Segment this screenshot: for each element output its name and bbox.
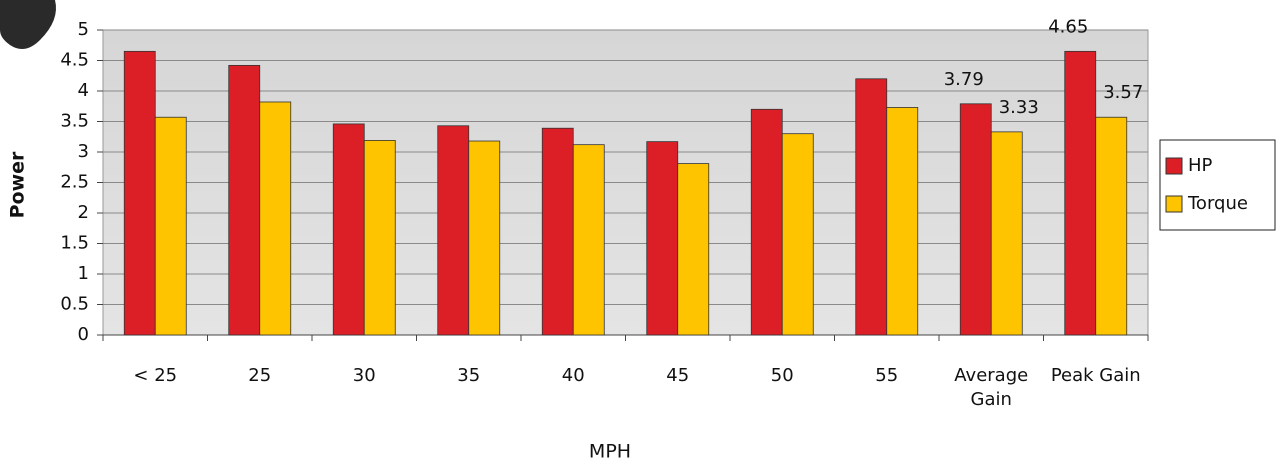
legend-label: HP (1188, 155, 1213, 176)
bar (1064, 50, 1097, 336)
x-tick-label: 30 (352, 365, 376, 386)
bar (259, 101, 292, 336)
bar (468, 140, 501, 336)
y-tick-label: 1.5 (60, 233, 89, 254)
y-tick-label: 3 (78, 141, 89, 162)
y-tick-label: 2.5 (60, 172, 89, 193)
y-tick-label: 5 (78, 19, 89, 40)
x-tick-label: 25 (248, 365, 272, 386)
bar (572, 144, 605, 336)
y-tick-label: 3.5 (60, 111, 89, 132)
x-axis-title: MPH (589, 441, 631, 460)
x-tick-label: 40 (561, 365, 585, 386)
bar (332, 123, 365, 336)
bar (228, 64, 261, 336)
bar (1095, 116, 1128, 336)
x-tick-label: 35 (457, 365, 481, 386)
x-tick-label: 50 (770, 365, 794, 386)
legend-swatch (1165, 195, 1183, 213)
bar (123, 50, 156, 336)
legend-swatch (1165, 157, 1183, 175)
y-tick-label: 4 (78, 80, 89, 101)
y-tick-label: 4.5 (60, 50, 89, 71)
x-tick-label: < 25 (133, 365, 178, 386)
bar (363, 140, 396, 336)
legend-label: Torque (1187, 193, 1248, 214)
bar (750, 108, 783, 336)
bar (677, 163, 710, 336)
value-label: 3.33 (999, 97, 1039, 118)
bar (959, 103, 992, 336)
decoration (0, 0, 56, 49)
value-label: 3.79 (944, 69, 984, 90)
legend-box (1159, 139, 1276, 231)
value-label: 3.57 (1103, 82, 1143, 103)
y-axis-title: Power (7, 151, 29, 218)
y-tick-label: 0 (78, 324, 89, 345)
value-label: 4.65 (1048, 16, 1088, 37)
y-tick-label: 1 (78, 263, 89, 284)
bar (855, 78, 888, 336)
x-tick-label: 55 (875, 365, 899, 386)
x-tick-label: 45 (666, 365, 690, 386)
y-tick-label: 0.5 (60, 294, 89, 315)
bar (154, 116, 187, 336)
y-tick-label: 2 (78, 202, 89, 223)
bar (646, 141, 679, 336)
x-tick-label: Peak Gain (1050, 365, 1141, 386)
bar (781, 133, 814, 336)
bar (990, 131, 1023, 336)
bar (541, 127, 574, 336)
x-tick-label: Average Gain (954, 365, 1029, 410)
bar (886, 107, 919, 336)
bar (437, 125, 470, 336)
